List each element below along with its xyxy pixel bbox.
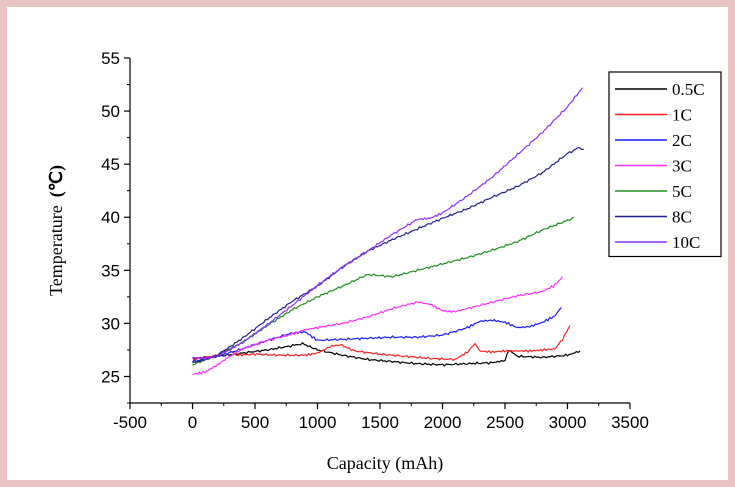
y-tick-label: 35 [101, 261, 120, 280]
y-tick-label: 30 [101, 314, 120, 333]
x-tick-label: 1500 [361, 413, 399, 432]
x-tick-label: 3500 [611, 413, 649, 432]
y-tick-label: 25 [101, 367, 120, 386]
legend: 0.5C 1C 2C 3C 5C 8C 10C [608, 71, 722, 258]
y-axis-title: Temperature (℃) [46, 165, 67, 296]
x-tick-label: -500 [113, 413, 147, 432]
y-axis-title-unit: (℃) [46, 165, 67, 197]
x-tick-label: 500 [241, 413, 269, 432]
x-axis-title: Capacity (mAh) [327, 453, 443, 474]
series-line-0.5c [192, 341, 581, 367]
series-line-10c [192, 87, 583, 361]
legend-label-3c: 3C [672, 157, 692, 176]
series-line-5c [192, 216, 575, 366]
y-tick-label: 55 [101, 49, 120, 68]
x-tick-label: 2000 [424, 413, 462, 432]
y-tick-label: 45 [101, 155, 120, 174]
series-line-3c [192, 276, 563, 376]
series-lines [192, 87, 584, 376]
x-tick-label: 1000 [299, 413, 337, 432]
axes: -500 0 500 1000 1500 2000 2500 3000 3500 25 30 35 40… [101, 49, 649, 432]
legend-label-2c: 2C [672, 131, 692, 150]
x-tick-label: 3000 [549, 413, 587, 432]
x-tick-label: 0 [188, 413, 197, 432]
y-axis-title-main: Temperature [46, 205, 66, 296]
legend-label-8c: 8C [672, 208, 692, 227]
legend-label-1c: 1C [672, 106, 692, 125]
legend-box [608, 71, 722, 258]
series-line-1c [192, 325, 571, 362]
x-tick-label: 2500 [486, 413, 524, 432]
legend-label-0.5c: 0.5C [672, 80, 705, 99]
legend-label-5c: 5C [672, 182, 692, 201]
y-tick-label: 50 [101, 102, 120, 121]
series-line-8c [192, 147, 584, 364]
legend-label-10c: 10C [672, 233, 700, 252]
y-tick-label: 40 [101, 208, 120, 227]
